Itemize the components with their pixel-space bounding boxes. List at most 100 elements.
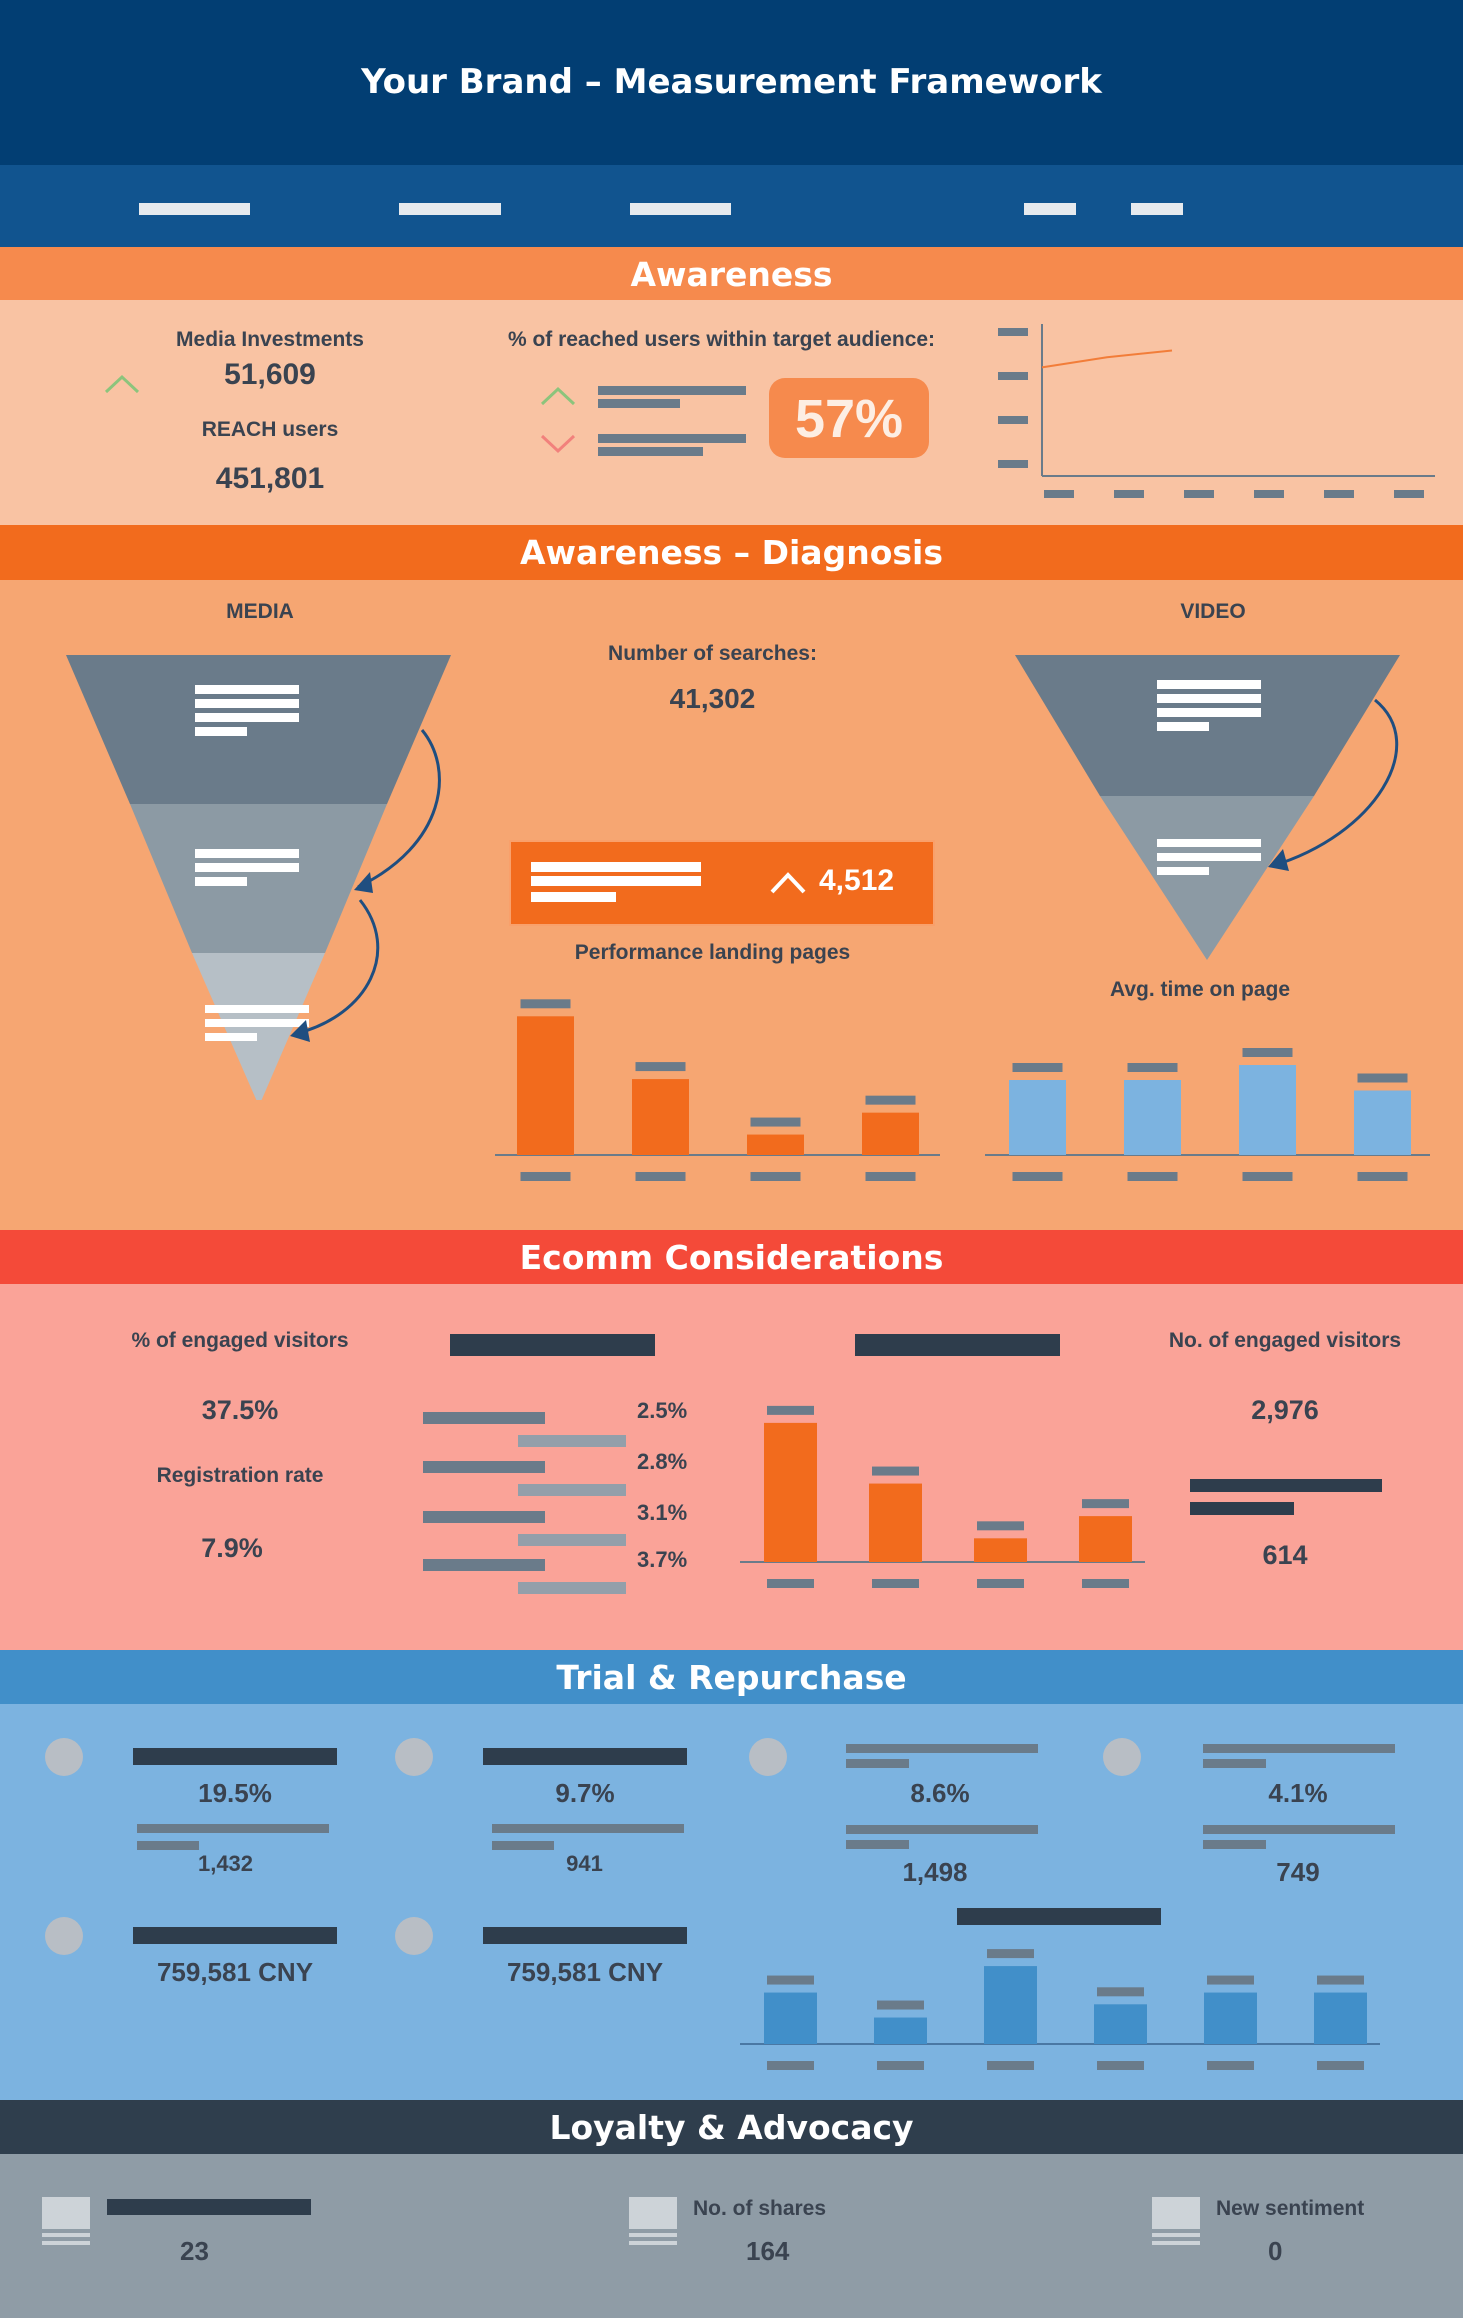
metric-icon (45, 1738, 83, 1776)
data-label (877, 2000, 924, 2010)
registration-label: Registration rate (156, 1464, 324, 1487)
data-label (1127, 1063, 1178, 1072)
nav-item[interactable] (1024, 203, 1076, 215)
registration-value: 7.9% (201, 1533, 263, 1563)
placeholder-heading (855, 1334, 1060, 1356)
highlight-value: 4,512 (819, 864, 895, 897)
metric-3-value: 1,498 (902, 1857, 968, 1887)
media-label: MEDIA (226, 600, 294, 623)
metric-icon (1103, 1738, 1141, 1776)
bar (874, 2017, 927, 2044)
time-on-page-chart (985, 1048, 1430, 1181)
metric-4-value: 749 (1276, 1857, 1320, 1887)
y-tick-label (998, 328, 1028, 336)
nav-item[interactable] (630, 203, 731, 215)
metric-icon (45, 1917, 83, 1955)
cny-value-2: 759,581 CNY (506, 1957, 664, 1987)
diagnosis-header: Awareness – Diagnosis (0, 525, 1463, 580)
tick-label (635, 1172, 686, 1181)
tick-label (767, 2061, 814, 2070)
landing-pages-chart (495, 999, 940, 1181)
engaged-no-value: 2,976 (1251, 1395, 1319, 1425)
tick-label (865, 1172, 916, 1181)
reach-label: REACH users (201, 418, 339, 441)
page-title: Your Brand – Measurement Framework (361, 62, 1102, 102)
x-tick-label (1184, 490, 1214, 498)
data-label (1082, 1499, 1129, 1509)
bar (1314, 1992, 1367, 2044)
document-icon (629, 2197, 677, 2245)
engaged-pct-label: % of engaged visitors (131, 1329, 349, 1352)
nav-item[interactable] (1131, 203, 1183, 215)
awareness-panel: Media Investments 51,609 REACH users 451… (0, 300, 1463, 525)
document-icon (1152, 2197, 1200, 2245)
data-label (1317, 1975, 1364, 1985)
funnel-middle (130, 804, 387, 953)
shares-label: No. of shares (693, 2197, 827, 2220)
diagnosis-title: Awareness – Diagnosis (520, 533, 943, 572)
tick-label (1357, 1172, 1408, 1181)
second-value: 614 (1262, 1540, 1308, 1570)
tick-label (767, 1579, 814, 1588)
data-label (872, 1466, 919, 1476)
placeholder-line (598, 447, 703, 456)
awareness-title: Awareness (630, 255, 833, 294)
tick-label (750, 1172, 801, 1181)
tick-label (1097, 2061, 1144, 2070)
placeholder-heading (450, 1334, 655, 1356)
landing-pages-label: Performance landing pages (574, 941, 851, 964)
loyalty-value-1: 23 (180, 2236, 209, 2266)
tick-label (1082, 1579, 1129, 1588)
bar (747, 1134, 804, 1155)
media-investments-label: Media Investments (176, 328, 364, 351)
loyalty-panel: 23 No. of shares 164 New sentiment 0 (0, 2154, 1463, 2318)
highlight-box: 4,512 (509, 840, 935, 926)
document-icon (42, 2197, 90, 2245)
nav-item[interactable] (139, 203, 250, 215)
bar (984, 1966, 1037, 2044)
engaged-no-label: No. of engaged visitors (1168, 1329, 1402, 1352)
reach-value: 451,801 (215, 462, 325, 495)
y-tick-label (998, 372, 1028, 380)
loyalty-header: Loyalty & Advocacy (0, 2100, 1463, 2154)
awareness-header: Awareness (0, 247, 1463, 300)
ecomm-bar-chart (740, 1405, 1145, 1588)
up-arrow-icon (770, 872, 806, 894)
bar (1094, 2004, 1147, 2044)
tick-label (872, 1579, 919, 1588)
metric-2-pct: 9.7% (555, 1778, 615, 1808)
cny-value-1: 759,581 CNY (156, 1957, 314, 1987)
data-label (1012, 1063, 1063, 1072)
awareness-line-chart (998, 324, 1435, 498)
rate-4: 3.7% (637, 1547, 688, 1572)
data-label (1207, 1975, 1254, 1985)
sentiment-label: New sentiment (1216, 2197, 1365, 2220)
bar (862, 1112, 919, 1155)
reached-users-label: % of reached users within target audienc… (507, 328, 936, 351)
y-tick-label (998, 460, 1028, 468)
trial-header: Trial & Repurchase (0, 1650, 1463, 1704)
y-tick-label (998, 416, 1028, 424)
tick-label (1012, 1172, 1063, 1181)
bar (1354, 1090, 1411, 1155)
nav-bar (0, 165, 1463, 247)
ecomm-header: Ecomm Considerations (0, 1230, 1463, 1284)
data-label (977, 1521, 1024, 1531)
trial-title: Trial & Repurchase (556, 1658, 907, 1697)
x-tick-label (1114, 490, 1144, 498)
tick-label (520, 1172, 571, 1181)
shares-value: 164 (746, 2236, 790, 2266)
data-label (987, 1949, 1034, 1959)
bar (1204, 1992, 1257, 2044)
tick-label (1242, 1172, 1293, 1181)
video-label: VIDEO (1180, 600, 1246, 623)
bar (764, 1422, 817, 1562)
trial-panel: 19.5% 1,432 9.7% 941 8.6% 1,498 4.1% 749… (0, 1704, 1463, 2100)
time-on-page-label: Avg. time on page (1109, 978, 1291, 1001)
loyalty-title: Loyalty & Advocacy (549, 2108, 914, 2147)
header: Your Brand – Measurement Framework (0, 0, 1463, 165)
nav-item[interactable] (399, 203, 501, 215)
bar (517, 1016, 574, 1155)
x-tick-label (1254, 490, 1284, 498)
media-investments-value: 51,609 (224, 358, 316, 391)
